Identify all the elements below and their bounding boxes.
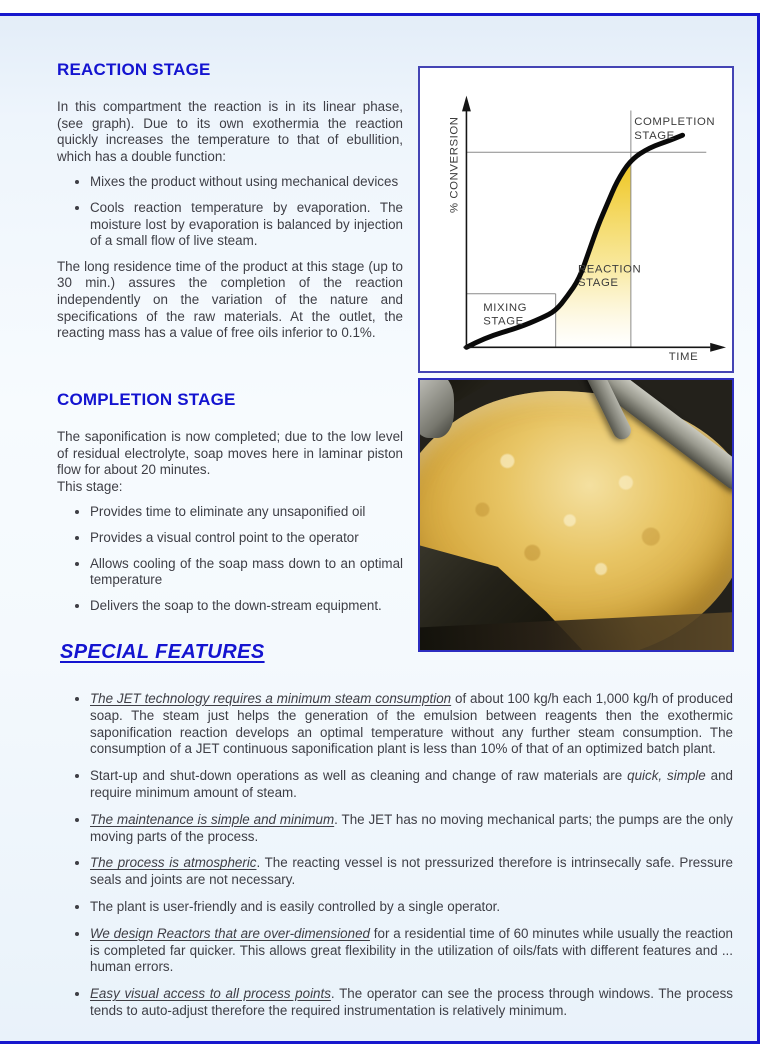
reaction-stage-section: REACTION STAGE In this compartment the r…: [57, 60, 403, 351]
conversion-curve: [463, 132, 686, 350]
list-item: Mixes the product without using mechanic…: [90, 174, 403, 191]
completion-stage-label: COMPLETION STAGE: [634, 116, 715, 142]
completion-stage-section: COMPLETION STAGE The saponification is n…: [57, 390, 403, 623]
special-features-heading: SPECIAL FEATURES: [60, 641, 265, 663]
completion-stage-heading: COMPLETION STAGE: [57, 390, 236, 409]
conversion-chart: % CONVERSION TIME COMPLETION STAGE MIXING STA…: [418, 66, 734, 373]
feature-item: The process is atmospheric. The reacting…: [90, 855, 733, 889]
feature-text: and require minimum amount of steam.: [90, 768, 733, 800]
feature-text: Start-up and shut-down operations as wel…: [90, 768, 628, 784]
feature-text: We design Reactors that are over-dimensi…: [90, 925, 370, 941]
feature-text: The JET technology requires a minimum st…: [90, 691, 452, 706]
x-axis-label: TIME: [669, 351, 698, 363]
completion-intro-paragraph: The saponification is now completed; due…: [57, 429, 403, 478]
feature-text: . The operator can see the process throu…: [90, 986, 733, 1018]
reaction-stage-fill: [555, 159, 631, 348]
y-axis-label: % CONVERSION: [449, 116, 461, 213]
feature-text: The maintenance is simple and minimum: [90, 811, 335, 827]
feature-text: The process is atmospheric: [90, 855, 257, 871]
completion-bullet-list: Provides time to eliminate any unsaponif…: [57, 504, 403, 614]
feature-text: Easy visual access to all process points: [90, 986, 331, 1002]
feature-text: quick, simple: [627, 768, 706, 784]
reaction-bullet-list: Mixes the product without using mechanic…: [57, 174, 403, 249]
soap-photo: [418, 378, 734, 652]
feature-text: . The JET has no moving mechanical parts…: [90, 811, 733, 844]
reaction-outro-paragraph: The long residence time of the product a…: [57, 258, 403, 341]
y-axis-arrow-icon: [462, 95, 471, 112]
reaction-stage-label: REACTION STAGE: [578, 263, 641, 289]
special-features-section: SPECIAL FEATURES The JET technology requ…: [57, 641, 733, 1030]
feature-text: . The reacting vessel is not pressurized…: [90, 855, 733, 888]
feature-item: We design Reactors that are over-dimensi…: [90, 926, 733, 976]
list-item: Cools reaction temperature by evaporatio…: [90, 200, 403, 250]
feature-text: The plant is user-friendly and is easily…: [90, 898, 501, 914]
completion-intro2-line: This stage:: [57, 478, 123, 494]
feature-item: Start-up and shut-down operations as wel…: [90, 768, 733, 802]
mixing-stage-label: MIXING STAGE: [483, 302, 527, 328]
list-item: Provides time to eliminate any unsaponif…: [90, 504, 403, 521]
foam-patch: [420, 380, 454, 438]
x-axis-arrow-icon: [710, 342, 727, 352]
feature-text: for a residential time of 60 minutes whi…: [90, 925, 733, 975]
list-item: Delivers the soap to the down-stream equ…: [90, 598, 403, 615]
reaction-intro-paragraph: In this compartment the reaction is in i…: [57, 99, 403, 164]
feature-text: of about 100 kg/h each 1,000 kg/h of pro…: [90, 691, 733, 757]
feature-item: The plant is user-friendly and is easily…: [90, 899, 733, 916]
special-features-list: The JET technology requires a minimum st…: [57, 691, 733, 1020]
feature-item: The JET technology requires a minimum st…: [90, 691, 733, 758]
conversion-chart-svg: % CONVERSION TIME COMPLETION STAGE MIXING STA…: [449, 95, 727, 363]
list-item: Allows cooling of the soap mass down to …: [90, 556, 403, 589]
list-item: Provides a visual control point to the o…: [90, 530, 403, 547]
feature-item: Easy visual access to all process points…: [90, 986, 733, 1020]
feature-item: The maintenance is simple and minimum. T…: [90, 812, 733, 846]
reaction-stage-heading: REACTION STAGE: [57, 60, 211, 79]
